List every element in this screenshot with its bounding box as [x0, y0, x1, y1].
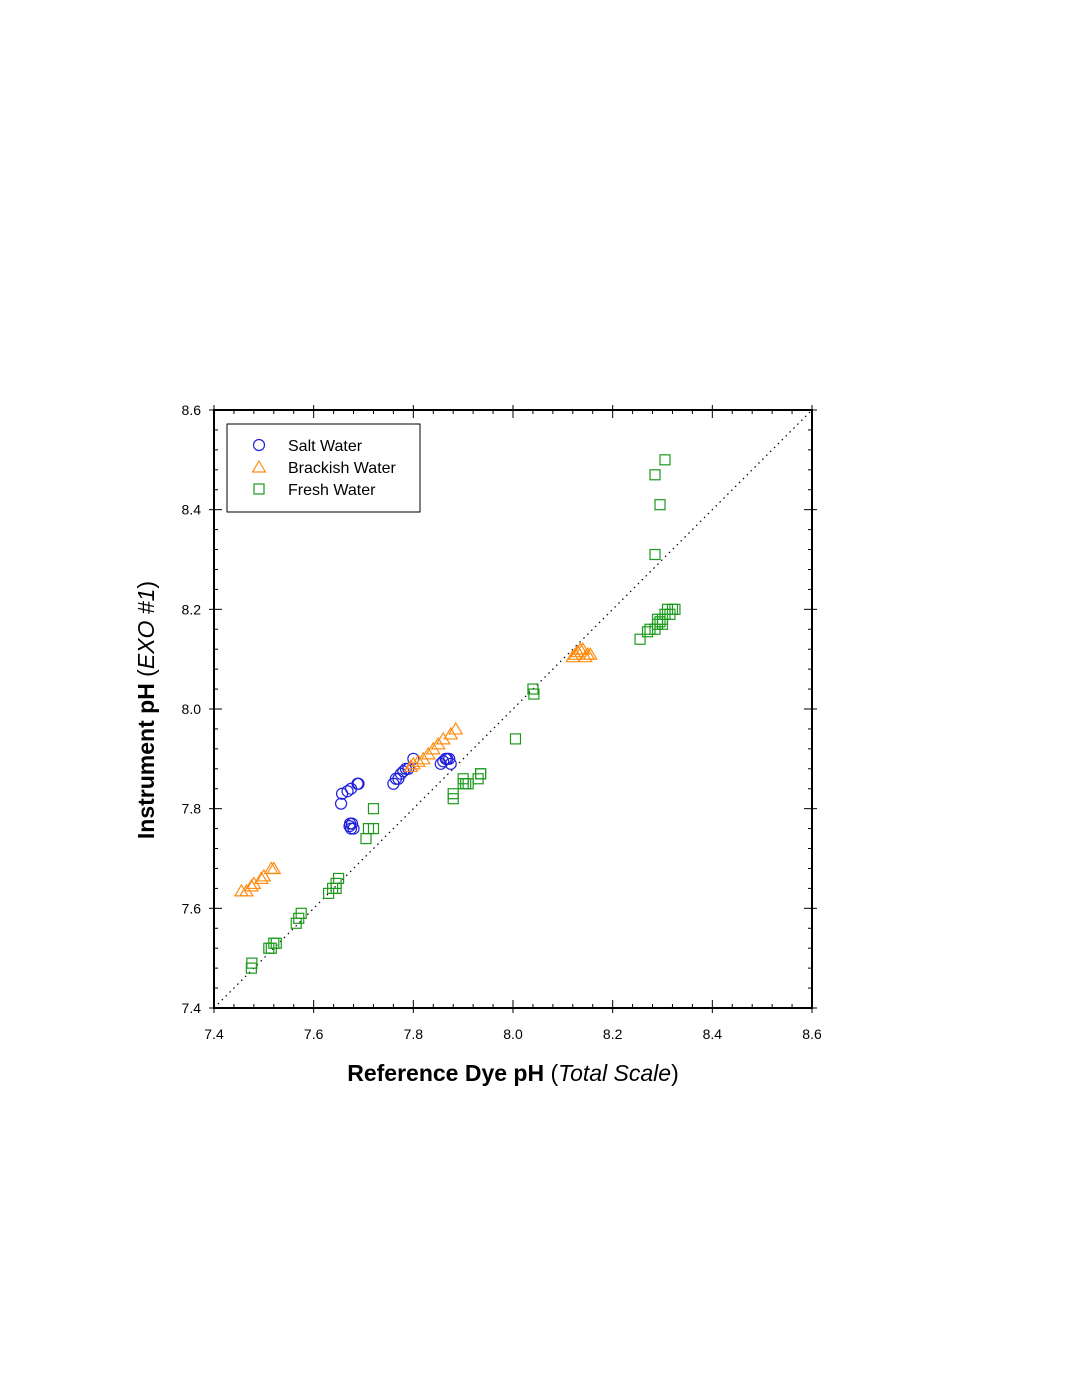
data-point	[352, 777, 365, 790]
data-point	[475, 768, 487, 780]
y-axis-title-main: Instrument pH	[133, 683, 159, 839]
data-point	[270, 937, 282, 949]
series-brackish-water	[233, 642, 598, 897]
data-point	[577, 649, 593, 663]
data-point	[448, 721, 464, 735]
data-point	[634, 633, 646, 645]
data-point	[343, 817, 357, 830]
x-axis-title: Reference Dye pH (Total Scale)	[347, 1060, 679, 1086]
y-axis-title-paren-open: (	[133, 669, 159, 683]
data-point	[360, 832, 372, 845]
x-tick-label: 8.2	[603, 1026, 623, 1042]
data-point	[447, 788, 459, 800]
data-point	[367, 803, 380, 815]
x-tick-label: 8.0	[503, 1026, 523, 1042]
data-points	[233, 454, 681, 974]
x-tick-label: 7.4	[204, 1026, 224, 1042]
data-point	[367, 822, 380, 835]
data-point	[582, 647, 598, 660]
data-point	[332, 872, 345, 885]
data-point	[528, 688, 540, 700]
x-tick-label: 7.8	[404, 1026, 424, 1042]
series-fresh-water	[245, 454, 681, 974]
y-tick-labels: 7.4 7.6 7.8 8.0 8.2 8.4 8.6	[182, 402, 202, 1016]
x-tick-label: 8.6	[802, 1026, 822, 1042]
x-tick-labels: 7.4 7.6 7.8 8.0 8.2 8.4 8.6	[204, 1026, 822, 1042]
legend-marker-salt-water	[252, 438, 266, 452]
legend-box	[226, 423, 421, 513]
y-tick-label: 7.4	[182, 1000, 202, 1016]
data-point	[654, 499, 666, 511]
y-tick-label: 8.0	[182, 701, 202, 717]
data-point	[656, 618, 669, 630]
y-tick-label: 7.6	[182, 900, 202, 916]
legend: Salt Water Brackish Water Fresh Water	[226, 423, 421, 513]
data-point	[410, 754, 426, 767]
y-axis-title-italic: EXO #1	[133, 589, 159, 670]
data-point	[669, 603, 681, 615]
data-point	[334, 797, 348, 810]
legend-label-fresh-water: Fresh Water	[288, 482, 376, 499]
legend-marker-fresh-water	[253, 483, 265, 495]
x-axis-title-paren-close: )	[671, 1060, 679, 1086]
data-point	[243, 878, 259, 892]
y-tick-label: 8.4	[182, 502, 202, 518]
y-axis-title: Instrument pH (EXO #1)	[133, 581, 159, 839]
series-salt-water	[334, 752, 457, 835]
data-point	[444, 757, 457, 770]
y-tick-label: 7.8	[182, 801, 202, 817]
legend-label-brackish-water: Brackish Water	[288, 460, 397, 477]
y-tick-label: 8.2	[182, 601, 202, 617]
data-point	[641, 626, 654, 638]
data-point	[263, 861, 279, 875]
data-point	[253, 871, 269, 885]
plot-frame	[213, 409, 813, 1009]
x-axis-title-italic: Total Scale	[558, 1060, 671, 1086]
x-tick-label: 8.4	[703, 1026, 723, 1042]
data-point	[246, 957, 258, 969]
data-point	[649, 548, 661, 561]
data-point	[443, 752, 456, 765]
y-axis-title-paren-close: )	[133, 581, 159, 589]
x-axis-title-main: Reference Dye pH	[347, 1060, 544, 1086]
data-point	[659, 454, 671, 466]
x-tick-label: 7.6	[304, 1026, 324, 1042]
legend-marker-brackish-water	[251, 459, 267, 473]
y-tick-label: 8.6	[182, 402, 202, 418]
data-point	[570, 644, 586, 658]
data-point	[256, 868, 272, 882]
data-point	[266, 861, 282, 875]
data-point	[437, 755, 450, 768]
data-point	[649, 469, 661, 481]
one-to-one-reference-line	[213, 409, 813, 1009]
data-point	[509, 733, 522, 745]
data-point	[295, 907, 307, 919]
legend-label-salt-water: Salt Water	[288, 438, 363, 455]
x-axis-title-paren-open: (	[544, 1060, 558, 1086]
data-point	[341, 785, 354, 798]
